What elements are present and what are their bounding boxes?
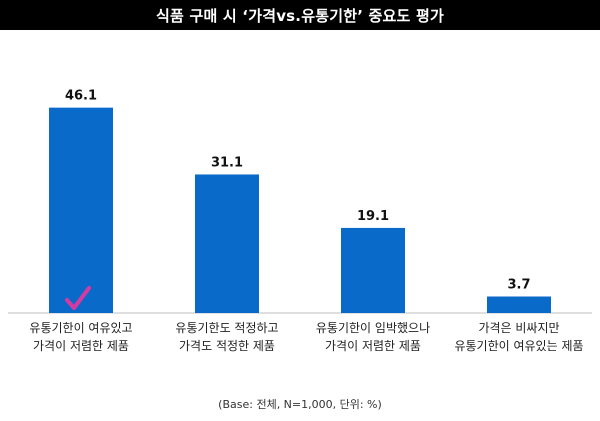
bar-2	[195, 174, 259, 313]
category-label-3-line-1: 유통기한이 임박했으나	[316, 321, 430, 335]
value-label-3: 19.1	[357, 209, 389, 224]
bar-4	[487, 296, 551, 313]
category-label-1-line-1: 유통기한이 여유있고	[29, 321, 132, 335]
bar-1	[49, 107, 113, 314]
bar-3	[341, 227, 405, 313]
value-label-4: 3.7	[507, 278, 530, 293]
footnote: (Base: 전체, N=1,000, 단위: %)	[218, 398, 382, 411]
category-label-1-line-2: 가격이 저렴한 제품	[33, 339, 129, 353]
value-label-1: 46.1	[65, 89, 97, 104]
category-label-4-line-2: 유통기한이 여유있는 제품	[454, 339, 583, 353]
category-label-2-line-1: 유통기한도 적정하고	[175, 321, 278, 335]
category-label-3-line-2: 가격이 저렴한 제품	[325, 339, 421, 353]
value-label-2: 31.1	[211, 155, 243, 170]
category-label-2-line-2: 가격도 적정한 제품	[179, 339, 275, 353]
checkmark-icon	[65, 286, 91, 310]
chart-title: 식품 구매 시 ‘가격vs.유통기한’ 중요도 평가	[0, 0, 600, 30]
category-label-4-line-1: 가격은 비싸지만	[478, 321, 559, 335]
